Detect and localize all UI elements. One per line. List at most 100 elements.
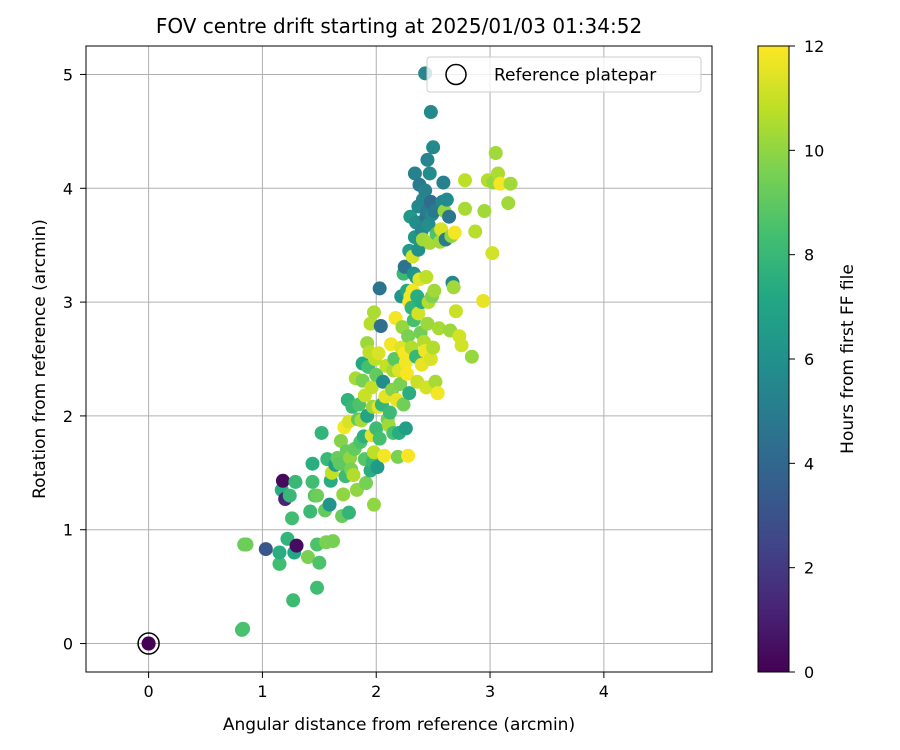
data-points: [137, 66, 518, 655]
reference-point: [141, 636, 156, 651]
data-point: [333, 433, 348, 448]
data-point: [477, 204, 492, 219]
data-point: [282, 488, 297, 503]
data-point: [418, 183, 433, 198]
legend-label-reference: Reference platepar: [494, 66, 656, 86]
data-point: [488, 145, 503, 160]
data-point: [332, 456, 347, 471]
data-point: [436, 175, 451, 190]
data-point: [420, 152, 435, 167]
data-point: [286, 593, 301, 608]
data-point: [458, 173, 473, 188]
data-point: [303, 504, 318, 519]
x-tick-label: 4: [599, 682, 609, 701]
data-point: [493, 176, 508, 191]
data-point: [422, 166, 437, 181]
data-point: [411, 306, 426, 321]
data-point: [366, 497, 381, 512]
data-point: [485, 246, 500, 261]
y-tick-label: 4: [63, 179, 73, 198]
data-point: [275, 473, 290, 488]
chart-title: FOV centre drift starting at 2025/01/03 …: [156, 14, 642, 38]
legend-marker-reference: [445, 63, 467, 86]
data-point: [446, 280, 461, 295]
data-point: [448, 304, 463, 319]
y-tick-label: 1: [63, 521, 73, 540]
data-point: [447, 225, 462, 240]
data-point: [439, 192, 454, 207]
x-tick-label: 2: [371, 682, 381, 701]
axis-ticks: 0 1 2 3 4 0 1 2 3 4 5: [63, 65, 609, 701]
data-point: [423, 105, 438, 120]
reference-platepar-marker: [137, 632, 160, 655]
data-point: [468, 224, 483, 239]
data-point: [442, 209, 457, 224]
data-point: [305, 474, 320, 489]
data-point: [401, 448, 416, 463]
data-point: [376, 374, 391, 389]
data-point: [431, 321, 446, 336]
data-point: [476, 293, 491, 308]
data-point: [346, 468, 361, 483]
data-point: [336, 487, 351, 502]
data-point: [373, 318, 388, 333]
data-point: [387, 352, 402, 366]
data-point: [423, 352, 438, 366]
legend: Reference platepar: [426, 56, 702, 93]
y-tick-label: 2: [63, 407, 73, 426]
x-tick-label: 1: [257, 682, 267, 701]
data-point: [236, 621, 251, 636]
colorbar-tick-label: 12: [804, 37, 824, 56]
data-point: [458, 201, 473, 216]
data-point: [501, 196, 516, 211]
data-point: [272, 556, 287, 571]
colorbar-tick-label: 10: [804, 141, 824, 160]
y-tick-label: 0: [63, 635, 73, 654]
y-axis-label: Rotation from reference (arcmin): [30, 219, 50, 499]
data-point: [310, 580, 325, 595]
y-tick-label: 3: [63, 293, 73, 312]
colorbar-tick-label: 4: [804, 454, 814, 473]
data-point: [401, 329, 416, 344]
data-point: [372, 431, 387, 446]
data-point: [358, 476, 373, 491]
legend-box: [426, 56, 702, 93]
data-point: [371, 346, 386, 361]
colorbar: [757, 45, 790, 673]
x-axis-label: Angular distance from reference (arcmin): [223, 715, 575, 735]
data-point: [427, 204, 442, 219]
data-point: [420, 316, 435, 331]
x-tick-label: 3: [485, 682, 495, 701]
data-point: [310, 488, 325, 503]
data-point: [285, 511, 300, 526]
colorbar-ticks: 0 2 4 6 8 10 12: [789, 37, 824, 682]
data-point: [454, 338, 469, 353]
data-point: [377, 448, 392, 463]
data-point: [419, 270, 434, 285]
data-point: [305, 456, 320, 471]
colorbar-tick-label: 6: [804, 350, 814, 369]
data-point: [312, 555, 327, 570]
data-point: [272, 545, 287, 560]
data-point: [398, 421, 413, 436]
data-point: [430, 386, 445, 401]
data-point: [314, 425, 329, 440]
x-tick-label: 0: [144, 682, 154, 701]
data-point: [258, 542, 273, 557]
data-point: [288, 474, 303, 489]
data-point: [402, 386, 417, 401]
data-point: [366, 305, 381, 320]
data-point: [390, 449, 405, 464]
colorbar-tick-label: 2: [804, 559, 814, 578]
data-point: [325, 534, 340, 549]
data-point: [300, 550, 315, 565]
data-point: [428, 374, 443, 389]
data-point: [382, 405, 397, 420]
data-point: [407, 166, 422, 181]
data-point: [503, 176, 518, 191]
data-point: [427, 283, 442, 298]
data-point: [372, 281, 387, 296]
data-point: [370, 460, 385, 475]
data-point: [399, 366, 414, 381]
